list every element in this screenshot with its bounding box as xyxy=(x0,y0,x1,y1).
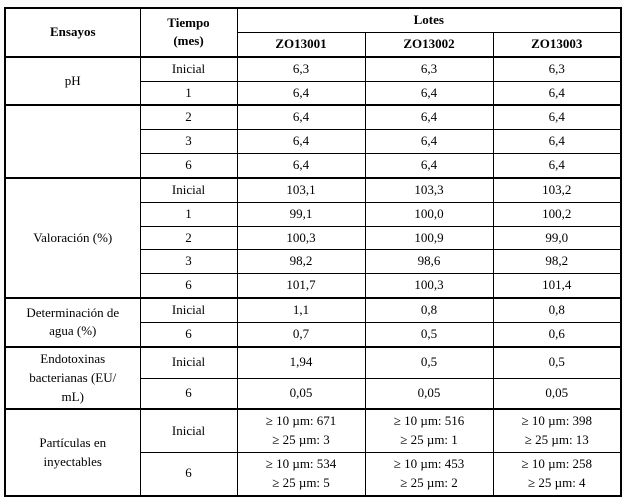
value-cell: 6,4 xyxy=(236,153,366,179)
table-row: 1 99,1 100,0 100,2 xyxy=(5,201,622,227)
value-cell: ≥ 10 µm: 671 ≥ 25 µm: 3 xyxy=(236,408,366,454)
value-cell: 6,4 xyxy=(492,104,622,131)
test-label-particulas: Partículas en inyectables xyxy=(4,408,141,497)
value-cell: ≥ 10 µm: 258 ≥ 25 µm: 4 xyxy=(492,452,622,497)
value-cell: 98,2 xyxy=(492,249,622,275)
header-lot-zo13002: ZO13002 xyxy=(364,31,494,58)
table-row: 6 6,4 6,4 6,4 xyxy=(5,153,622,179)
time-cell: 1 xyxy=(139,201,238,227)
value-cell: 6,3 xyxy=(364,55,494,82)
value-cell: 6,4 xyxy=(492,80,622,106)
value-cell: ≥ 10 µm: 398 ≥ 25 µm: 13 xyxy=(492,408,622,454)
value-cell: 6,4 xyxy=(364,129,494,155)
test-label-valoracion: Valoración (%) xyxy=(4,176,141,299)
value-cell: 99,0 xyxy=(492,225,622,251)
value-cell: 103,3 xyxy=(364,176,494,203)
value-cell: 0,5 xyxy=(492,345,622,379)
header-row-2: ZO13001 ZO13002 ZO13003 xyxy=(5,31,622,58)
time-cell: 1 xyxy=(139,80,238,106)
time-cell: 3 xyxy=(139,249,238,275)
header-tiempo: Tiempo (mes) xyxy=(139,7,238,58)
time-cell: 6 xyxy=(139,153,238,179)
time-cell: 3 xyxy=(139,129,238,155)
value-cell: 100,9 xyxy=(364,225,494,251)
value-cell: 101,7 xyxy=(236,273,366,299)
value-cell: 0,5 xyxy=(364,345,494,379)
value-cell: 100,3 xyxy=(364,273,494,299)
table-row: Partículas en inyectables Inicial ≥ 10 µ… xyxy=(4,408,622,497)
stability-table: Ensayos Tiempo (mes) Lotes ZO13001 ZO130… xyxy=(4,7,623,497)
value-cell: 6,4 xyxy=(236,129,366,155)
value-cell: 101,4 xyxy=(492,273,622,299)
value-cell: 98,2 xyxy=(236,249,366,275)
value-cell: 103,1 xyxy=(236,176,366,203)
value-cell: 0,05 xyxy=(236,377,366,410)
test-label-agua: Determinación de agua (%) xyxy=(4,297,141,348)
value-cell: 100,3 xyxy=(236,225,366,251)
time-cell: 6 xyxy=(139,452,238,497)
test-label-blank xyxy=(4,104,141,179)
table-row: pH Inicial 6,3 6,3 6,3 xyxy=(4,55,622,106)
value-cell: 100,0 xyxy=(364,201,494,227)
value-cell: 0,7 xyxy=(236,321,366,348)
header-row-1: Ensayos Tiempo (mes) Lotes xyxy=(4,7,622,58)
value-cell: 0,8 xyxy=(492,297,622,323)
value-cell: ≥ 10 µm: 534 ≥ 25 µm: 5 xyxy=(236,452,366,497)
value-cell: ≥ 10 µm: 453 ≥ 25 µm: 2 xyxy=(364,452,494,497)
time-cell: Inicial xyxy=(139,55,238,82)
table-row: 2 100,3 100,9 99,0 xyxy=(5,225,622,251)
table-row: Endotoxinas bacterianas (EU/ mL) Inicial… xyxy=(4,345,622,410)
value-cell: 6,4 xyxy=(364,104,494,131)
table-row: 3 6,4 6,4 6,4 xyxy=(5,129,622,155)
value-cell: 6,4 xyxy=(364,153,494,179)
test-label-ph: pH xyxy=(4,55,141,106)
time-cell: Inicial xyxy=(139,345,238,379)
value-cell: 6,3 xyxy=(236,55,366,82)
time-cell: 2 xyxy=(139,104,238,131)
value-cell: 98,6 xyxy=(364,249,494,275)
value-cell: 103,2 xyxy=(492,176,622,203)
time-cell: Inicial xyxy=(139,176,238,203)
value-cell: 1,94 xyxy=(236,345,366,379)
value-cell: 0,05 xyxy=(364,377,494,410)
value-cell: 6,3 xyxy=(492,55,622,82)
table-row: Determinación de agua (%) Inicial 1,1 0,… xyxy=(4,297,622,348)
value-cell: 6,4 xyxy=(236,104,366,131)
value-cell: 1,1 xyxy=(236,297,366,323)
value-cell: 0,8 xyxy=(364,297,494,323)
time-cell: 6 xyxy=(139,273,238,299)
table-row: 3 98,2 98,6 98,2 xyxy=(5,249,622,275)
value-cell: 99,1 xyxy=(236,201,366,227)
value-cell: 6,4 xyxy=(492,129,622,155)
value-cell: 0,6 xyxy=(492,321,622,348)
time-cell: Inicial xyxy=(139,408,238,454)
value-cell: 6,4 xyxy=(236,80,366,106)
time-cell: 6 xyxy=(139,377,238,410)
table-row: 6 101,7 100,3 101,4 xyxy=(5,273,622,299)
value-cell: 100,2 xyxy=(492,201,622,227)
table-row: 1 6,4 6,4 6,4 xyxy=(5,80,622,106)
header-lot-zo13003: ZO13003 xyxy=(492,31,622,58)
header-lotes: Lotes xyxy=(236,7,622,33)
time-cell: 6 xyxy=(139,321,238,348)
header-lot-zo13001: ZO13001 xyxy=(236,31,366,58)
test-label-endotoxinas: Endotoxinas bacterianas (EU/ mL) xyxy=(4,345,141,410)
table-row: 2 6,4 6,4 6,4 xyxy=(4,104,622,179)
value-cell: ≥ 10 µm: 516 ≥ 25 µm: 1 xyxy=(364,408,494,454)
value-cell: 6,4 xyxy=(492,153,622,179)
value-cell: 0,05 xyxy=(492,377,622,410)
time-cell: Inicial xyxy=(139,297,238,323)
value-cell: 6,4 xyxy=(364,80,494,106)
header-ensayos: Ensayos xyxy=(4,7,141,58)
time-cell: 2 xyxy=(139,225,238,251)
table-row: Valoración (%) Inicial 103,1 103,3 103,2 xyxy=(4,176,622,299)
value-cell: 0,5 xyxy=(364,321,494,348)
